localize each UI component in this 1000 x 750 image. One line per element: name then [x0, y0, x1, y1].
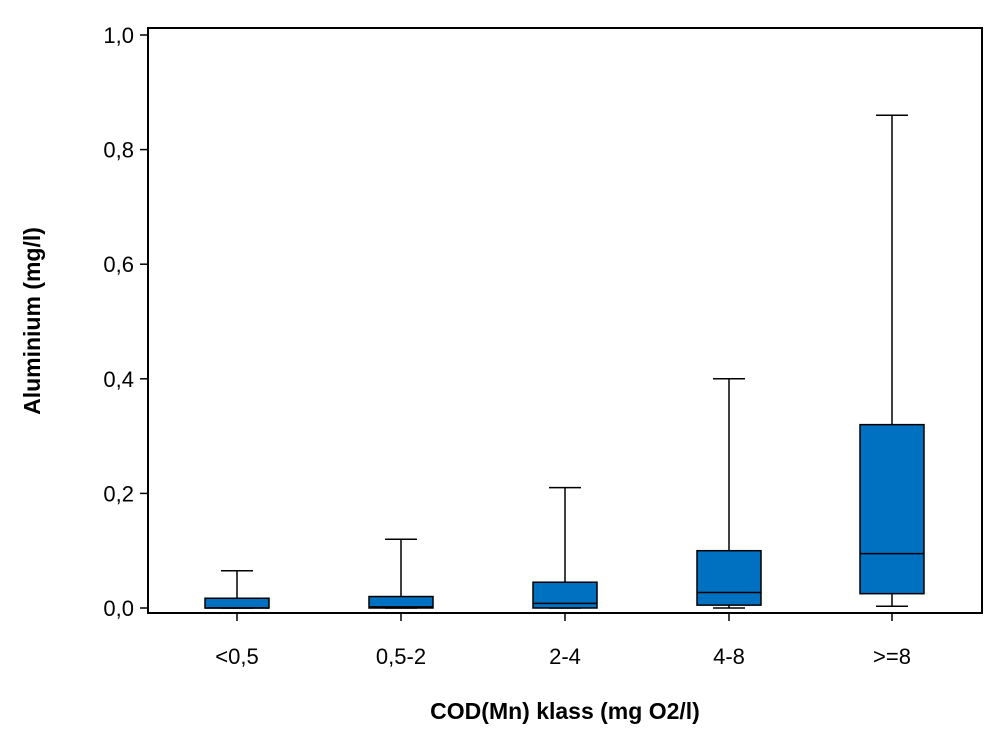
x-axis-title: COD(Mn) klass (mg O2/l)	[430, 698, 700, 724]
x-tick-label: 0,5-2	[376, 644, 426, 669]
box-1	[204, 570, 270, 609]
y-tick-label: 1,0	[103, 23, 134, 48]
y-axis-title: Aluminium (mg/l)	[19, 227, 45, 415]
y-tick-label: 0,6	[103, 252, 134, 277]
y-tick-label: 0,2	[103, 481, 134, 506]
box-4	[696, 378, 762, 609]
y-axis: 0,0 0,2 0,4 0,6 0,8 1,0	[103, 23, 148, 621]
y-tick-label: 0,8	[103, 138, 134, 163]
iqr-box	[204, 597, 270, 609]
x-tick-label: <0,5	[215, 644, 258, 669]
box-2	[368, 538, 434, 609]
y-tick-label: 0,4	[103, 367, 134, 392]
box-group	[204, 114, 925, 609]
x-axis: <0,5 0,5-2 2-4 4-8 >=8	[215, 613, 911, 669]
box-3	[532, 486, 598, 609]
iqr-box	[859, 423, 925, 595]
y-tick-label: 0,0	[103, 596, 134, 621]
x-tick-label: >=8	[873, 644, 911, 669]
x-tick-label: 2-4	[549, 644, 581, 669]
x-tick-label: 4-8	[713, 644, 745, 669]
iqr-box	[368, 595, 434, 609]
box-5	[859, 114, 925, 608]
iqr-box	[696, 549, 762, 606]
